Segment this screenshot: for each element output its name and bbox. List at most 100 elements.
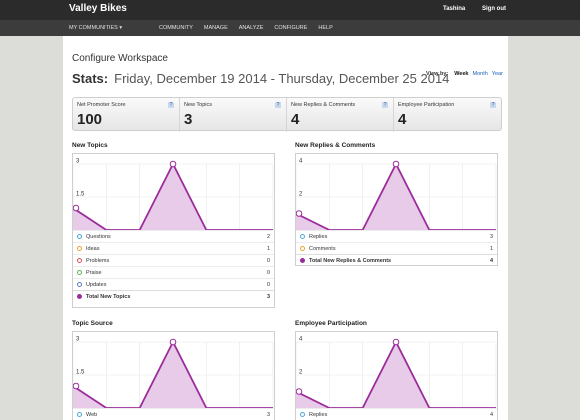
data-point bbox=[169, 338, 177, 346]
y-tick-label: 1.5 bbox=[76, 192, 85, 198]
view-by-month[interactable]: Month bbox=[472, 71, 488, 77]
date-range: Friday, December 19 2014 - Thursday, Dec… bbox=[114, 71, 450, 86]
topic-source-legend: Web 3 bbox=[73, 408, 274, 420]
kpi-label: Net Promoter Score bbox=[77, 102, 126, 108]
main-panel: Configure Workspace Stats: Friday, Decemb… bbox=[63, 36, 508, 420]
nav-analyze[interactable]: ANALYZE bbox=[238, 25, 264, 31]
my-communities-label: MY COMMUNITIES bbox=[69, 25, 118, 31]
legend-marker-icon bbox=[77, 412, 82, 417]
legend-marker-icon bbox=[300, 258, 305, 263]
legend-item[interactable]: Comments 1 bbox=[296, 242, 497, 254]
sign-out-link[interactable]: Sign out bbox=[482, 6, 506, 12]
kpi-bar: Net Promoter Score ? 100 New Topics ? 3 … bbox=[72, 97, 502, 132]
kpi-value: 3 bbox=[184, 111, 193, 128]
y-tick-label: 2 bbox=[299, 192, 303, 198]
legend-item[interactable]: Replies 3 bbox=[296, 230, 497, 242]
legend-marker-icon bbox=[300, 234, 305, 239]
legend-name: Questions bbox=[86, 234, 111, 240]
legend-name: Replies bbox=[309, 412, 328, 418]
nav-configure[interactable]: CONFIGURE bbox=[274, 25, 308, 31]
topic-source-title: Topic Source bbox=[72, 320, 113, 327]
legend-item[interactable]: Web 3 bbox=[73, 408, 274, 420]
topic-source-widget: 3 1.5 Web 3 bbox=[72, 331, 275, 420]
legend-marker-icon bbox=[77, 282, 82, 287]
series-area bbox=[296, 164, 496, 230]
legend-name: Updates bbox=[86, 282, 107, 288]
legend-marker-icon bbox=[77, 294, 82, 299]
kpi-value: 4 bbox=[291, 111, 300, 128]
nav-links: COMMUNITY MANAGE ANALYZE CONFIGURE HELP bbox=[159, 25, 333, 31]
legend-value: 2 bbox=[266, 234, 270, 240]
view-by-label: View by: bbox=[426, 71, 449, 77]
kpi-label: New Topics bbox=[184, 102, 213, 108]
stats-label: Stats: bbox=[72, 71, 109, 86]
legend-name: Total New Topics bbox=[86, 294, 131, 300]
kpi-label: Employee Participation bbox=[398, 102, 455, 108]
nav-community[interactable]: COMMUNITY bbox=[159, 25, 193, 31]
help-icon[interactable]: ? bbox=[382, 102, 388, 108]
new-replies-chart: 42 bbox=[296, 159, 497, 230]
legend-total-row: Total New Replies & Comments 4 bbox=[296, 254, 497, 266]
data-point bbox=[73, 382, 80, 390]
legend-value: 1 bbox=[266, 246, 270, 252]
kpi-new-topics: New Topics ? 3 bbox=[180, 98, 287, 132]
new-topics-title: New Topics bbox=[72, 142, 108, 149]
new-topics-chart: 31.5 bbox=[73, 159, 274, 230]
legend-marker-icon bbox=[300, 412, 305, 417]
my-communities-menu[interactable]: MY COMMUNITIES ▾ bbox=[69, 25, 122, 31]
y-tick-label: 3 bbox=[76, 337, 80, 343]
nav-bar: MY COMMUNITIES ▾ COMMUNITY MANAGE ANALYZ… bbox=[0, 20, 580, 36]
legend-total-row: Total New Topics 3 bbox=[73, 290, 274, 302]
new-replies-title: New Replies & Comments bbox=[295, 142, 376, 149]
view-by: View by: Week Month Year bbox=[426, 71, 503, 77]
kpi-label: New Replies & Comments bbox=[291, 102, 356, 108]
legend-value: 0 bbox=[266, 258, 270, 264]
legend-item[interactable]: Problems 0 bbox=[73, 254, 274, 266]
view-by-week[interactable]: Week bbox=[454, 71, 469, 77]
data-point bbox=[169, 160, 177, 168]
legend-item[interactable]: Updates 0 bbox=[73, 278, 274, 290]
kpi-new-replies-comments: New Replies & Comments ? 4 bbox=[287, 98, 394, 132]
data-point bbox=[392, 160, 400, 168]
legend-value: 3 bbox=[489, 234, 493, 240]
legend-marker-icon bbox=[77, 246, 82, 251]
legend-name: Total New Replies & Comments bbox=[309, 258, 392, 264]
nav-manage[interactable]: MANAGE bbox=[203, 25, 228, 31]
brand-logo[interactable]: Valley Bikes bbox=[69, 3, 127, 14]
kpi-net-promoter-score: Net Promoter Score ? 100 bbox=[73, 98, 180, 132]
legend-marker-icon bbox=[77, 270, 82, 275]
nav-help[interactable]: HELP bbox=[318, 25, 333, 31]
employee-participation-title: Employee Participation bbox=[295, 320, 367, 327]
y-tick-label: 3 bbox=[76, 159, 80, 165]
data-point bbox=[296, 388, 303, 395]
help-icon[interactable]: ? bbox=[490, 102, 496, 108]
help-icon[interactable]: ? bbox=[168, 102, 174, 108]
employee-participation-legend: Replies 4 bbox=[296, 408, 497, 420]
legend-value: 4 bbox=[489, 258, 493, 264]
legend-marker-icon bbox=[77, 234, 82, 239]
legend-value: 1 bbox=[489, 246, 493, 252]
topic-source-chart: 31.5 bbox=[73, 337, 274, 408]
legend-item[interactable]: Replies 4 bbox=[296, 408, 497, 420]
legend-item[interactable]: Praise 0 bbox=[73, 266, 274, 278]
data-point bbox=[392, 338, 400, 346]
kpi-value: 100 bbox=[77, 111, 103, 128]
legend-item[interactable]: Questions 2 bbox=[73, 230, 274, 242]
y-tick-label: 1.5 bbox=[76, 370, 85, 376]
page-title: Configure Workspace bbox=[72, 53, 168, 64]
legend-name: Comments bbox=[309, 246, 336, 252]
view-by-year[interactable]: Year bbox=[491, 71, 503, 77]
legend-item[interactable]: Ideas 1 bbox=[73, 242, 274, 254]
chevron-down-icon: ▾ bbox=[119, 25, 123, 31]
y-tick-label: 4 bbox=[299, 337, 303, 343]
help-icon[interactable]: ? bbox=[275, 102, 281, 108]
user-menu[interactable]: Tashina bbox=[443, 6, 466, 12]
legend-marker-icon bbox=[300, 246, 305, 251]
employee-participation-chart: 42 bbox=[296, 337, 497, 408]
data-point bbox=[73, 204, 80, 212]
new-topics-widget: 3 1.5 Questions 2 Ideas 1 Problems 0 Praise 0 Upd… bbox=[72, 153, 275, 308]
kpi-employee-participation: Employee Participation ? 4 bbox=[394, 98, 501, 132]
legend-name: Replies bbox=[309, 234, 328, 240]
